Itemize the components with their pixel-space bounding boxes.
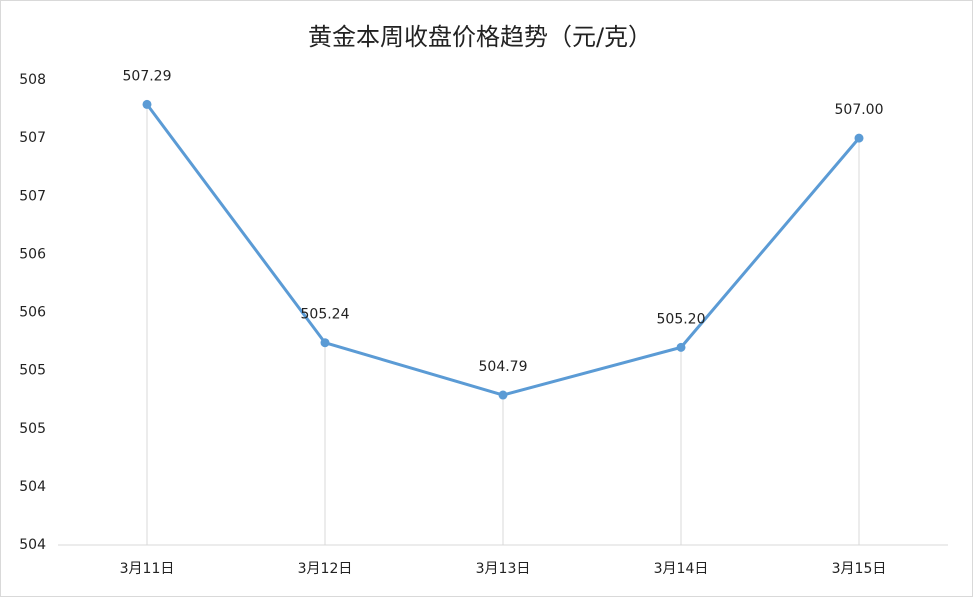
y-tick-label: 505: [19, 421, 46, 437]
x-tick-label: 3月14日: [654, 561, 709, 577]
x-tick-label: 3月11日: [120, 561, 175, 577]
y-tick-label: 507: [19, 188, 46, 204]
y-tick-label: 506: [19, 305, 46, 321]
point: [320, 338, 330, 348]
y-tick-label: 504: [19, 537, 46, 553]
y-tick-label: 508: [19, 72, 46, 88]
data-label: 507.29: [123, 68, 172, 84]
point: [498, 390, 508, 400]
y-tick-label: 506: [19, 246, 46, 262]
point: [676, 342, 686, 352]
point: [142, 99, 152, 109]
x-tick-label: 3月12日: [298, 561, 353, 577]
data-label: 505.24: [301, 307, 350, 323]
data-label: 504.79: [479, 359, 528, 375]
x-tick-label: 3月15日: [832, 561, 887, 577]
y-tick-label: 504: [19, 479, 46, 495]
data-label: 505.20: [657, 311, 706, 327]
x-tick-label: 3月13日: [476, 561, 531, 577]
point: [854, 133, 864, 143]
y-tick-label: 505: [19, 363, 46, 379]
chart-title: 黄金本周收盘价格趋势（元/克）: [308, 23, 652, 51]
y-tick-label: 507: [19, 130, 46, 146]
data-label: 507.00: [835, 102, 884, 118]
